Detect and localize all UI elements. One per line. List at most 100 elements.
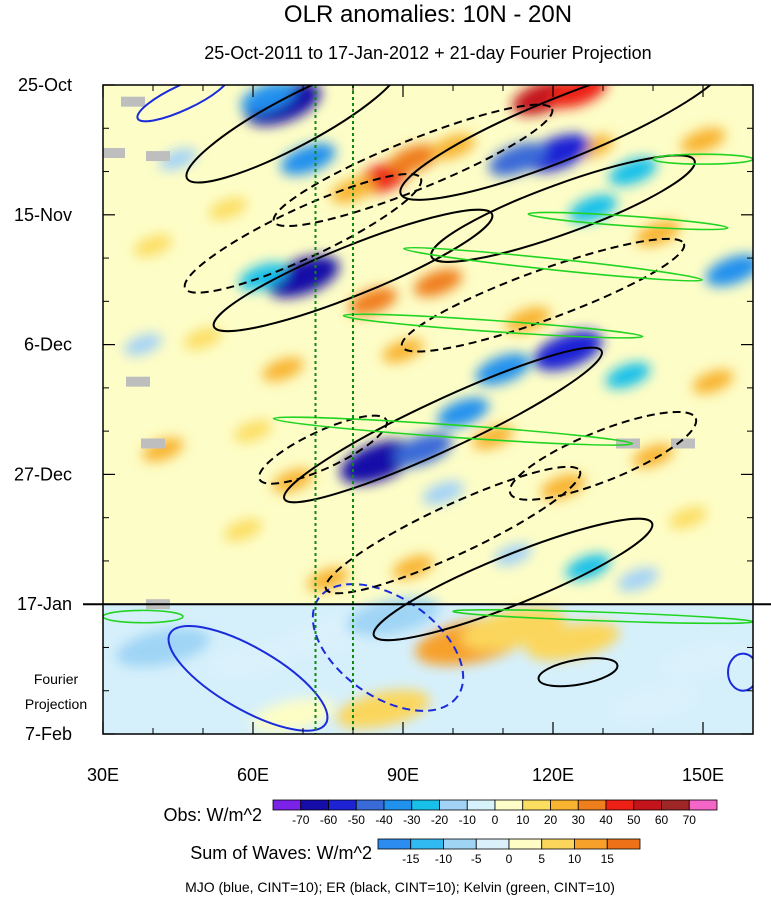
obs-colorbar-level: 40 (599, 813, 613, 827)
waves-colorbar-swatch (606, 838, 641, 850)
waves-colorbar-level: -15 (402, 852, 420, 866)
legend-footnote: MJO (blue, CINT=10); ER (black, CINT=10)… (185, 879, 615, 895)
chart-subtitle: 25-Oct-2011 to 17-Jan-2012 + 21-day Four… (204, 43, 651, 63)
obs-colorbar-level: 30 (572, 813, 586, 827)
obs-colorbar-swatch (355, 799, 385, 811)
obs-colorbar-label: Obs: W/m^2 (164, 805, 262, 825)
anomaly-blob (472, 425, 514, 450)
er-contour (212, 208, 494, 333)
obs-colorbar-level: 60 (655, 813, 669, 827)
obs-colorbar-level: -70 (292, 813, 310, 827)
er-contour (400, 237, 686, 353)
waves-colorbar-swatch (475, 838, 510, 850)
mjo-contour (136, 85, 230, 123)
chart-title: OLR anomalies: 10N - 20N (284, 1, 572, 28)
er-contour (537, 657, 619, 688)
er-contour (324, 465, 582, 595)
x-tick-label: 90E (387, 765, 419, 785)
x-tick-label: 30E (87, 765, 119, 785)
x-axis: 30E 60E 90E 120E 150E (87, 85, 724, 785)
er-contour (183, 173, 423, 294)
obs-colorbar-swatch (522, 799, 551, 811)
er-contour (399, 85, 727, 201)
reference-lines (314, 85, 354, 734)
er-contour (185, 85, 401, 184)
mjo-contour (167, 625, 329, 732)
obs-colorbar-swatch (328, 799, 357, 811)
projection-blob (346, 597, 440, 636)
anomaly-blob (669, 506, 707, 529)
kelvin-contour (342, 313, 644, 339)
obs-colorbar-level: 10 (516, 813, 530, 827)
anomaly-blob (617, 567, 659, 592)
missing-data-patch (121, 96, 145, 107)
kelvin-contour (103, 609, 184, 624)
kelvin-contour (652, 153, 753, 165)
obs-colorbar: -70 -60 -50 -40 -30 -20 -10 0 10 20 30 40 50 60 70 (272, 799, 718, 827)
obs-colorbar-level: -30 (403, 813, 421, 827)
missing-data-patch (126, 376, 150, 387)
anomaly-blob (184, 327, 222, 350)
waves-colorbar-swatch (541, 838, 575, 850)
er-contour (283, 346, 603, 504)
anomaly-blob (540, 473, 586, 500)
anomaly-blob (262, 357, 304, 382)
anomaly-blob (565, 554, 611, 580)
obs-colorbar-swatch (383, 799, 413, 811)
obs-colorbar-swatch (439, 799, 468, 811)
anomaly-blob (632, 443, 674, 468)
y-tick-label: 6-Dec (24, 335, 72, 355)
projection-blob (209, 641, 297, 679)
projection-blob (661, 642, 745, 677)
projection-blob (116, 628, 210, 667)
plot-frame (102, 84, 754, 735)
projection-label-line2: Projection (25, 696, 87, 712)
x-tick-label: 60E (237, 765, 269, 785)
obs-colorbar-swatch (577, 799, 607, 811)
obs-colorbar-level: 70 (683, 813, 697, 827)
anomaly-blob (437, 397, 489, 428)
missing-data-patch (146, 151, 170, 162)
missing-data-patch (141, 438, 165, 449)
kelvin-contour (527, 211, 729, 231)
anomaly-blob (387, 144, 439, 175)
obs-colorbar-swatch (633, 799, 662, 811)
anomaly-blob (422, 481, 464, 505)
anomaly-blob (692, 369, 734, 394)
obs-colorbar-swatch (661, 799, 690, 811)
obs-colorbar-level: -20 (431, 813, 449, 827)
anomaly-blob (548, 85, 608, 109)
waves-colorbar-swatch (410, 838, 444, 850)
obs-colorbar-level: 50 (627, 813, 641, 827)
waves-colorbar: -15 -10 -5 0 5 10 15 (377, 838, 641, 866)
missing-data-patch (671, 438, 695, 449)
obs-colorbar-level: -40 (375, 813, 393, 827)
anomaly-field (116, 85, 753, 733)
plot-area (103, 85, 753, 734)
x-tick-label: 150E (682, 765, 724, 785)
anomaly-blob (209, 197, 247, 220)
mjo-contour (727, 652, 753, 692)
anomaly-blob (124, 333, 162, 356)
obs-colorbar-level: -60 (320, 813, 338, 827)
anomaly-blob (705, 254, 753, 287)
projection-blob (526, 621, 620, 661)
anomaly-blob (393, 432, 453, 467)
mjo-contour (311, 583, 465, 712)
obs-colorbar-level: 0 (492, 813, 499, 827)
obs-colorbar-swatch (411, 799, 440, 811)
anomaly-blob (605, 362, 651, 389)
waves-colorbar-level: -10 (435, 852, 453, 866)
projection-label-line1: Fourier (34, 671, 79, 687)
obs-colorbar-level: 20 (544, 813, 558, 827)
anomaly-blob (382, 338, 424, 363)
er-contour (508, 410, 698, 501)
anomaly-blob (224, 519, 262, 541)
obs-colorbar-level: -50 (348, 813, 366, 827)
obs-colorbar-swatch (272, 799, 302, 811)
projection-blob (609, 684, 697, 722)
obs-colorbar-swatch (605, 799, 635, 811)
kelvin-contour (272, 416, 634, 446)
anomaly-blob (238, 262, 288, 291)
missing-data-patch (103, 147, 125, 158)
